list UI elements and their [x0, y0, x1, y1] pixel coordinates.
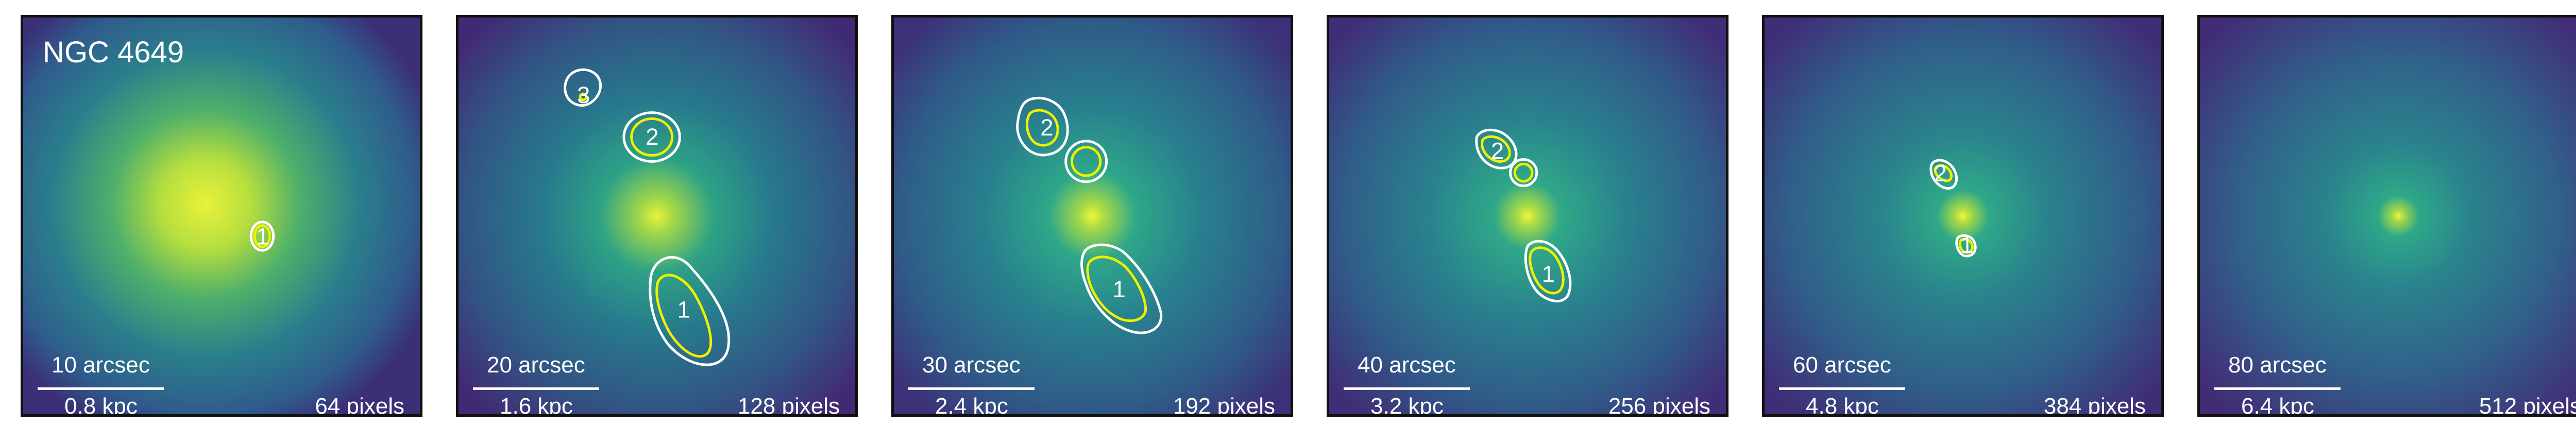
scale-arcsec: 40 arcsec: [1358, 352, 1456, 378]
panel-1: 1 NGC 4649 10 arcsec 0.8 kpc 64 pixels: [21, 15, 422, 417]
cavity-label-2: 2: [646, 124, 658, 150]
scale-bar: [1779, 387, 1905, 390]
cavity-label-2: 2: [1934, 160, 1947, 186]
panel-3: 2 1 30 arcsec 2.4 kpc 192 pixels: [891, 15, 1293, 417]
image-panel-5: 2 1: [1765, 18, 2161, 414]
scale-pixels: 512 pixels: [2479, 394, 2576, 417]
target-name: NGC 4649: [43, 36, 184, 69]
scale-kpc: 2.4 kpc: [935, 394, 1008, 417]
cavity-label-1: 1: [1542, 261, 1555, 287]
scale-pixels: 384 pixels: [2043, 394, 2146, 417]
scale-kpc: 6.4 kpc: [2241, 394, 2314, 417]
scale-bar: [2214, 387, 2341, 390]
cavity-label-1: 1: [1960, 232, 1973, 258]
scale-kpc: 4.8 kpc: [1806, 394, 1879, 417]
scale-arcsec: 30 arcsec: [922, 352, 1021, 378]
scale-arcsec: 10 arcsec: [52, 352, 150, 378]
scale-kpc: 3.2 kpc: [1370, 394, 1444, 417]
image-panel-6: [2200, 18, 2576, 414]
scale-arcsec: 60 arcsec: [1793, 352, 1891, 378]
panel-5: 2 1 60 arcsec 4.8 kpc 384 pixels: [1762, 15, 2164, 417]
scale-bar: [473, 387, 599, 390]
image-panel-3: 2 1: [894, 18, 1291, 414]
image-panel-1: 1: [23, 18, 420, 414]
scale-bar: [908, 387, 1035, 390]
scale-bar: [38, 387, 164, 390]
scale-pixels: 192 pixels: [1173, 394, 1275, 417]
scale-bar: [1344, 387, 1470, 390]
panel-4: 2 1 40 arcsec 3.2 kpc 256 pixels: [1327, 15, 1728, 417]
scale-pixels: 256 pixels: [1608, 394, 1710, 417]
cavity-label-2: 2: [1040, 114, 1053, 141]
image-panel-4: 2 1: [1329, 18, 1726, 414]
cavity-label-3: 3: [577, 82, 590, 108]
scale-pixels: 64 pixels: [315, 394, 404, 417]
scale-arcsec: 20 arcsec: [487, 352, 585, 378]
scale-kpc: 1.6 kpc: [500, 394, 573, 417]
scale-arcsec: 80 arcsec: [2228, 352, 2327, 378]
cavity-label-1: 1: [677, 296, 690, 322]
panel-2: 3 2 1 20 arcsec 1.6 kpc 128 pixels: [456, 15, 858, 417]
cavity-label-1: 1: [1112, 276, 1125, 302]
scale-pixels: 128 pixels: [737, 394, 840, 417]
cavity-label-1: 1: [256, 223, 269, 249]
scale-kpc: 0.8 kpc: [64, 394, 138, 417]
panel-6: 80 arcsec 6.4 kpc 512 pixels: [2197, 15, 2576, 417]
cavity-label-2: 2: [1491, 138, 1504, 164]
image-panel-2: 3 2 1: [459, 18, 855, 414]
